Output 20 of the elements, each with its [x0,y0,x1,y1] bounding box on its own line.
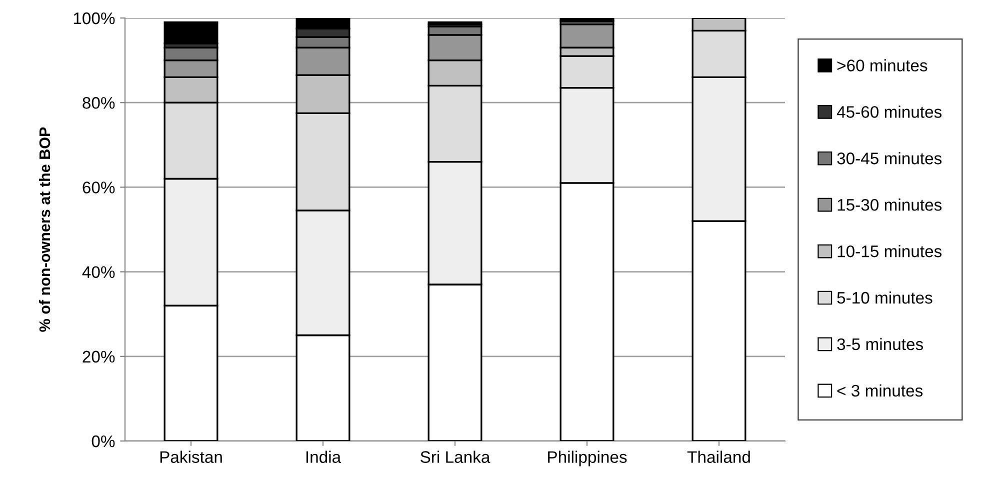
y-axis-title: % of non-owners at the BOP [38,127,50,332]
legend-label: 10-15 minutes [838,245,942,258]
legend-label: 45-60 minutes [836,106,942,118]
legend-label: >60 minutes [837,59,928,72]
y-tick-label: 20% [82,350,115,363]
y-tick-label: 60% [82,182,115,194]
x-tick-label: India [306,450,342,463]
x-tick-label: Sri Lanka [420,450,490,463]
y-tick-label: 100% [74,12,115,24]
legend-label: 15-30 minutes [838,198,942,211]
legend-label: < 3 minutes [837,384,923,397]
x-tick-label: Philippines [548,450,627,466]
x-tick-label: Thailand [687,450,750,463]
legend-label: 30-45 minutes [837,152,942,164]
y-tick-label: 80% [82,97,115,109]
y-tick-label: 40% [82,266,115,278]
legend-label: 3-5 minutes [837,338,924,350]
legend-label: 5-10 minutes [837,291,932,304]
y-tick-label: 0% [92,435,115,448]
x-tick-label: Pakistan [160,450,222,463]
